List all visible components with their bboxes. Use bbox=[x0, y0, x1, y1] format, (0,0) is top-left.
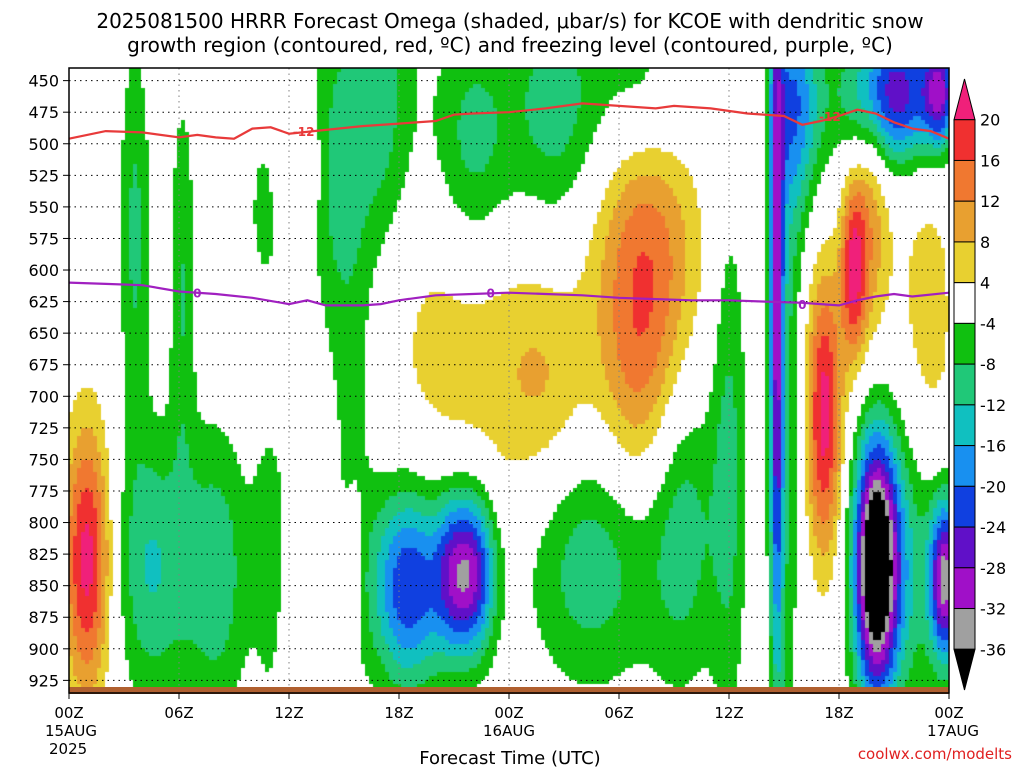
contour-label: -12 bbox=[293, 125, 315, 139]
colorbar-tick-label: 20 bbox=[980, 111, 1000, 130]
x-tick-date-label: 15AUG bbox=[45, 722, 97, 740]
contour-label: 0 bbox=[486, 287, 494, 301]
colorbar-tick-label: 8 bbox=[980, 233, 990, 252]
colorbar-bin bbox=[953, 241, 976, 284]
y-tick-label: 500 bbox=[28, 135, 59, 154]
colorbar-bin bbox=[953, 159, 976, 202]
colorbar-bin bbox=[953, 404, 976, 447]
y-tick-label: 775 bbox=[28, 482, 59, 501]
colorbar-tick-label: -36 bbox=[980, 640, 1006, 659]
y-tick-label: 925 bbox=[28, 671, 59, 690]
contour-line bbox=[68, 102, 950, 140]
colorbar-bin bbox=[953, 608, 976, 650]
y-axis: 450 475 500 525 550 575 600 625 650 675 700 725 750 7… bbox=[28, 72, 69, 690]
y-tick-label: 650 bbox=[28, 324, 59, 343]
x-tick-label: 00Z bbox=[934, 704, 963, 722]
x-tick-label: 12Z bbox=[274, 704, 303, 722]
y-tick-label: 550 bbox=[28, 198, 59, 217]
colorbar-tick-label: -12 bbox=[980, 396, 1006, 415]
x-tick-date-label: 17AUG bbox=[927, 722, 979, 740]
contour-line bbox=[68, 281, 950, 307]
y-tick-label: 800 bbox=[28, 514, 59, 533]
plot-area: -12 -12 0 0 0 bbox=[68, 67, 950, 694]
colorbar-bin bbox=[953, 282, 976, 324]
y-tick-label: 700 bbox=[28, 387, 59, 406]
contour-label: 0 bbox=[193, 287, 201, 301]
colorbar-tick-label: -24 bbox=[980, 518, 1006, 537]
y-tick-label: 750 bbox=[28, 450, 59, 469]
colorbar-bottom-arrow bbox=[953, 648, 976, 691]
y-tick-label: 825 bbox=[28, 545, 59, 564]
y-tick-label: 725 bbox=[28, 419, 59, 438]
y-tick-label: 600 bbox=[28, 261, 59, 280]
colorbar: 20 16 12 8 4 -4 -8 -12 -16 -20 -24 -28 -32 -36 bbox=[953, 78, 1006, 691]
colorbar-tick-label: 4 bbox=[980, 274, 990, 293]
x-tick-label: 06Z bbox=[164, 704, 193, 722]
colorbar-tick-label: -28 bbox=[980, 559, 1006, 578]
y-tick-label: 900 bbox=[28, 640, 59, 659]
colorbar-bin bbox=[953, 363, 976, 406]
x-tick-year-label: 2025 bbox=[49, 740, 87, 758]
y-tick-label: 525 bbox=[28, 166, 59, 185]
temperature-contours: -12 -12 0 0 0 bbox=[68, 102, 950, 312]
x-tick-label: 18Z bbox=[824, 704, 853, 722]
colorbar-tick-label: -4 bbox=[980, 314, 996, 333]
ground-strip bbox=[69, 687, 949, 694]
credit-text: coolwx.com/modelts bbox=[858, 745, 1012, 763]
x-tick-date-label: 16AUG bbox=[483, 722, 535, 740]
y-tick-label: 475 bbox=[28, 103, 59, 122]
colorbar-top-arrow bbox=[953, 78, 976, 121]
colorbar-tick-label: -32 bbox=[980, 600, 1006, 619]
grid-lines bbox=[69, 68, 949, 693]
colorbar-bin bbox=[953, 322, 976, 365]
colorbar-bin bbox=[953, 445, 976, 487]
colorbar-tick-label: -8 bbox=[980, 355, 996, 374]
x-axis-label: Forecast Time (UTC) bbox=[419, 748, 600, 768]
colorbar-bin bbox=[953, 200, 976, 243]
omega-shading bbox=[69, 68, 949, 693]
x-tick-label: 12Z bbox=[714, 704, 743, 722]
y-tick-label: 675 bbox=[28, 356, 59, 375]
colorbar-bin bbox=[953, 526, 976, 569]
y-tick-label: 875 bbox=[28, 608, 59, 627]
colorbar-tick-label: -20 bbox=[980, 477, 1006, 496]
y-tick-label: 575 bbox=[28, 229, 59, 248]
contour-label: 0 bbox=[798, 298, 806, 312]
x-tick-label: 06Z bbox=[604, 704, 633, 722]
colorbar-tick-label: 16 bbox=[980, 151, 1000, 170]
x-tick-label: 18Z bbox=[384, 704, 413, 722]
colorbar-bin bbox=[953, 119, 976, 161]
colorbar-tick-label: -16 bbox=[980, 437, 1006, 456]
y-tick-label: 625 bbox=[28, 293, 59, 312]
x-tick-label: 00Z bbox=[54, 704, 83, 722]
y-tick-label: 850 bbox=[28, 577, 59, 596]
colorbar-bin bbox=[953, 485, 976, 528]
contour-label: -12 bbox=[819, 110, 841, 124]
y-tick-label: 450 bbox=[28, 72, 59, 91]
chart-title-line-1: 2025081500 HRRR Forecast Omega (shaded, … bbox=[96, 9, 923, 33]
colorbar-tick-label: 12 bbox=[980, 192, 1000, 211]
x-tick-label: 00Z bbox=[494, 704, 523, 722]
chart-title-line-2: growth region (contoured, red, ºC) and f… bbox=[127, 33, 893, 57]
colorbar-bin bbox=[953, 567, 976, 610]
